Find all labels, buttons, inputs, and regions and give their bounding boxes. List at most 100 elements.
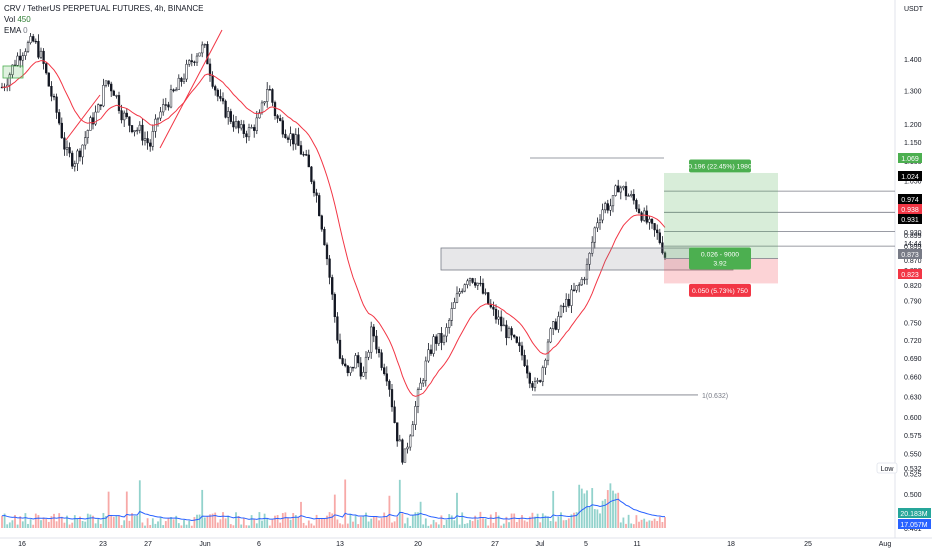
candle-body — [619, 187, 622, 193]
volume-bar — [320, 517, 323, 528]
low-badge-bg — [876, 462, 898, 474]
candle-body — [78, 150, 82, 158]
volume-bar — [274, 515, 276, 528]
volume-bar — [404, 523, 406, 528]
candle-body — [32, 36, 35, 42]
volume-bar — [326, 515, 328, 528]
candle-body — [315, 192, 318, 196]
candle-body — [11, 64, 14, 75]
candle-body — [585, 263, 589, 280]
volume-bar — [508, 522, 510, 528]
candle-body — [242, 124, 245, 134]
candle-body — [617, 185, 620, 193]
candle-body — [567, 298, 570, 306]
candle-body — [221, 98, 225, 102]
candle-body — [344, 363, 347, 367]
candle-body — [198, 52, 201, 57]
volume-bar — [422, 524, 425, 528]
volume-bar — [380, 518, 383, 528]
volume-bar — [19, 516, 22, 528]
x-tick-label: 25 — [804, 541, 812, 548]
volume-bar — [318, 517, 321, 528]
trend-line — [65, 94, 101, 141]
volume-bar — [250, 515, 253, 528]
volume-bar — [482, 518, 484, 528]
candle-body — [47, 72, 50, 87]
candle-body — [310, 166, 313, 182]
volume-bar — [640, 519, 643, 528]
candle-body — [229, 111, 232, 122]
candle-body — [497, 316, 500, 320]
volume-bar — [378, 520, 380, 528]
candle-body — [206, 43, 209, 65]
vol-label: Vol — [4, 15, 16, 24]
candle-body — [624, 186, 628, 197]
volume-bar — [313, 525, 315, 528]
candle-body — [650, 218, 654, 224]
volume-bar — [261, 520, 263, 528]
price-label: 1.024 — [901, 174, 919, 181]
candle-body — [159, 111, 162, 119]
volume-bar — [232, 525, 235, 528]
volume-bar — [50, 516, 53, 528]
volume-bar — [151, 518, 154, 528]
candle-body — [292, 133, 295, 145]
volume-bar — [131, 513, 133, 528]
candle-body — [94, 111, 97, 125]
volume-bar — [601, 500, 604, 528]
volume-bar — [125, 491, 128, 528]
candle-body — [123, 112, 126, 121]
volume-bar — [284, 512, 287, 528]
volume-bar — [315, 514, 318, 528]
candle-body — [133, 130, 136, 133]
candle-body — [29, 36, 32, 43]
volume-bar — [29, 519, 32, 528]
volume-bar — [567, 518, 570, 528]
candle-body — [250, 127, 253, 129]
candle-body — [208, 63, 212, 76]
volume-bar — [6, 524, 9, 528]
candle-body — [565, 298, 568, 308]
symbol-title[interactable]: CRV / TetherUS PERPETUAL FUTURES, 4h, BI… — [4, 4, 204, 13]
price-label: 1.069 — [901, 156, 919, 163]
volume-bar — [123, 520, 126, 528]
candle-body — [502, 324, 505, 327]
candle-body — [297, 134, 300, 146]
candle-body — [99, 104, 102, 107]
candle-body — [367, 351, 370, 358]
volume-bar — [474, 515, 477, 528]
price-label: 0.931 — [901, 217, 919, 224]
candle-body — [268, 89, 271, 91]
y-tick-label: 1.200 — [904, 122, 922, 129]
volume-bar — [292, 513, 295, 528]
volume-bar — [34, 513, 37, 528]
candle-body — [427, 349, 430, 362]
volume-bar — [154, 523, 157, 528]
volume-bar — [372, 516, 375, 528]
volume-bar — [484, 518, 487, 528]
volume-bar — [287, 518, 289, 528]
volume-bar — [222, 512, 224, 528]
candle-body — [333, 294, 336, 317]
candle-body — [370, 326, 373, 353]
volume-bar — [105, 516, 107, 528]
volume-bar — [487, 525, 490, 528]
candle-body — [458, 291, 461, 295]
candle-body — [539, 380, 542, 382]
volume-bar — [89, 514, 92, 528]
candle-body — [130, 125, 134, 133]
volume-bar — [409, 525, 412, 528]
candle-body — [136, 129, 139, 132]
candle-body — [658, 232, 661, 243]
candle-body — [393, 406, 396, 423]
candle-body — [104, 80, 108, 86]
candle-body — [162, 104, 165, 113]
candle-body — [255, 117, 258, 131]
volume-bar — [513, 513, 516, 528]
volume-bar — [625, 523, 627, 528]
volume-bar — [419, 501, 422, 528]
candle-body — [50, 86, 53, 97]
x-tick-label: 11 — [633, 541, 640, 548]
